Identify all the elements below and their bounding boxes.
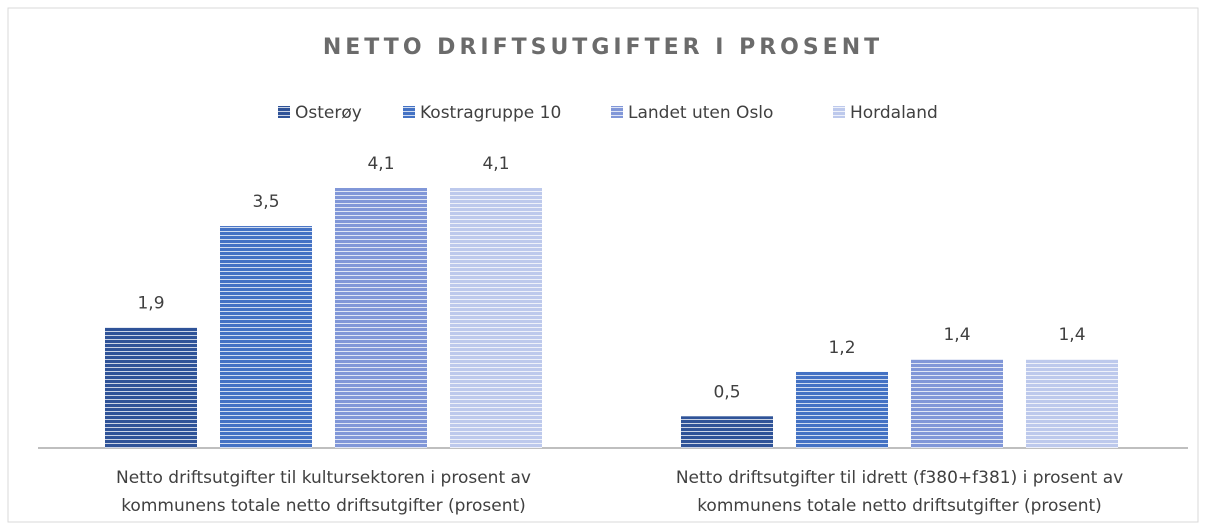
legend-label: Hordaland bbox=[850, 103, 938, 123]
chart-border bbox=[7, 7, 1199, 523]
bar bbox=[450, 188, 542, 448]
category-label: Netto driftsutgifter til idrett (f380+f3… bbox=[675, 468, 1124, 516]
legend-swatch bbox=[611, 106, 623, 118]
data-label: 1,2 bbox=[828, 338, 855, 358]
data-label: 1,4 bbox=[1058, 325, 1085, 345]
chart-title: NETTO DRIFTSUTGIFTER I PROSENT bbox=[323, 35, 883, 60]
category-label: Netto driftsutgifter til kultursektoren … bbox=[116, 468, 531, 516]
data-label: 1,9 bbox=[137, 294, 164, 314]
data-label: 4,1 bbox=[482, 154, 509, 174]
data-label: 1,4 bbox=[943, 325, 970, 345]
legend-swatch bbox=[833, 106, 845, 118]
bar bbox=[911, 359, 1003, 448]
data-label: 3,5 bbox=[252, 192, 279, 212]
data-label: 4,1 bbox=[367, 154, 394, 174]
bar bbox=[796, 371, 888, 448]
bar bbox=[335, 188, 427, 448]
bar bbox=[681, 416, 773, 448]
legend-label: Kostragruppe 10 bbox=[420, 103, 561, 123]
legend-label: Landet uten Oslo bbox=[628, 103, 773, 123]
bar bbox=[220, 226, 312, 448]
bar bbox=[105, 327, 197, 448]
legend-swatch bbox=[403, 106, 415, 118]
legend-swatch bbox=[278, 106, 290, 118]
data-label: 0,5 bbox=[713, 382, 740, 402]
bar bbox=[1026, 359, 1118, 448]
legend-label: Osterøy bbox=[295, 103, 362, 123]
